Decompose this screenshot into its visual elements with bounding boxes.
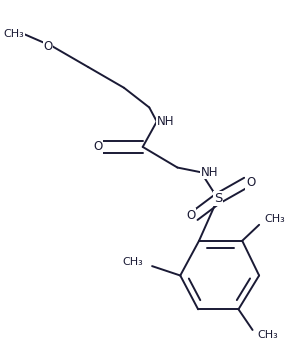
Text: CH₃: CH₃ xyxy=(122,257,143,268)
Text: NH: NH xyxy=(157,115,174,128)
Text: O: O xyxy=(246,176,255,189)
Text: CH₃: CH₃ xyxy=(4,29,24,39)
Text: O: O xyxy=(93,140,102,153)
Text: CH₃: CH₃ xyxy=(257,329,278,340)
Text: O: O xyxy=(43,40,53,53)
Text: S: S xyxy=(214,192,222,205)
Text: O: O xyxy=(186,209,195,222)
Text: CH₃: CH₃ xyxy=(265,214,286,224)
Text: NH: NH xyxy=(201,166,218,179)
